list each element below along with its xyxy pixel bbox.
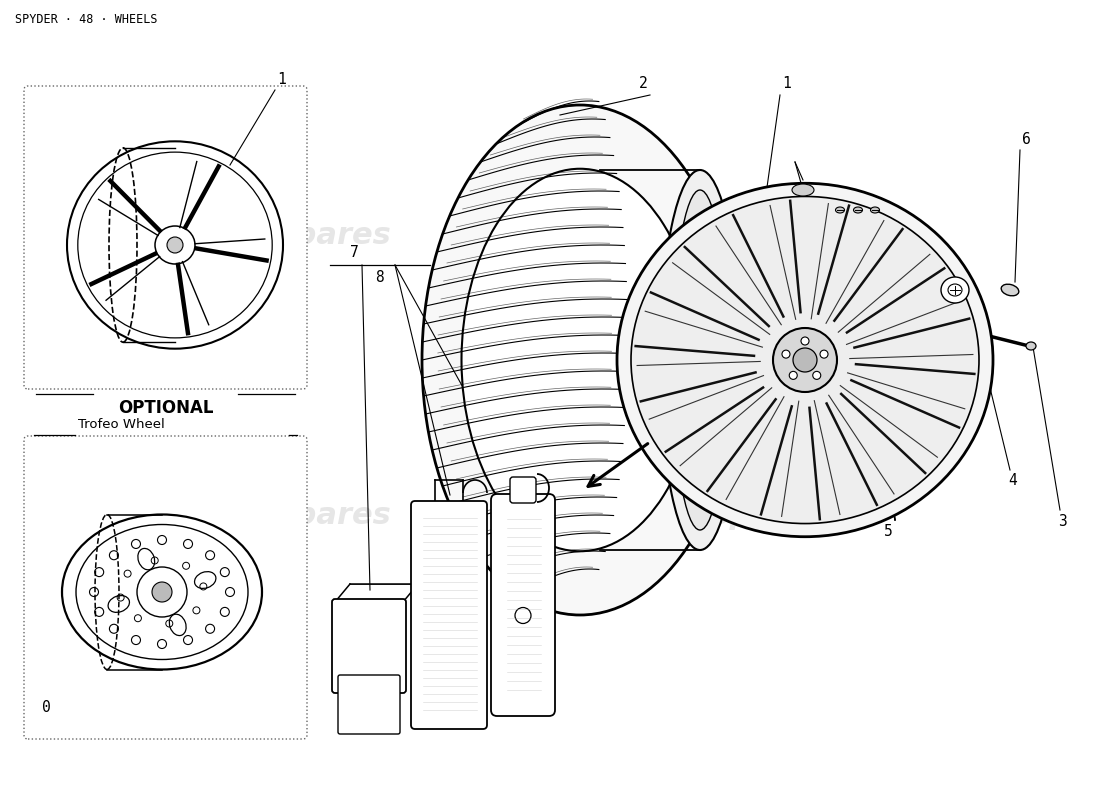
Ellipse shape: [462, 169, 698, 551]
Circle shape: [793, 348, 817, 372]
Circle shape: [167, 237, 183, 253]
Ellipse shape: [672, 190, 727, 530]
Ellipse shape: [792, 184, 814, 196]
Text: eurospares: eurospares: [199, 501, 392, 530]
Text: SPYDER · 48 · WHEELS: SPYDER · 48 · WHEELS: [15, 13, 157, 26]
Text: 1: 1: [782, 76, 791, 91]
FancyBboxPatch shape: [491, 494, 556, 716]
FancyBboxPatch shape: [24, 436, 307, 739]
Text: 5: 5: [884, 524, 893, 539]
Ellipse shape: [660, 170, 740, 550]
Text: 8: 8: [375, 270, 384, 285]
Text: OPTIONAL: OPTIONAL: [118, 399, 213, 417]
Circle shape: [813, 371, 821, 379]
Text: 1: 1: [277, 72, 286, 87]
Text: 0: 0: [42, 700, 51, 715]
Text: eurospares: eurospares: [199, 221, 392, 250]
FancyBboxPatch shape: [510, 477, 536, 503]
Text: eurospares: eurospares: [634, 221, 826, 250]
Ellipse shape: [422, 105, 738, 615]
Ellipse shape: [854, 207, 862, 213]
Circle shape: [801, 337, 808, 345]
Text: 6: 6: [1022, 132, 1031, 147]
Ellipse shape: [940, 277, 969, 303]
Circle shape: [773, 328, 837, 392]
Circle shape: [152, 582, 172, 602]
Text: Trofeo Wheel: Trofeo Wheel: [78, 418, 165, 431]
Text: 2: 2: [639, 76, 648, 91]
Circle shape: [820, 350, 828, 358]
Circle shape: [782, 350, 790, 358]
Text: eurospares: eurospares: [634, 501, 826, 530]
Ellipse shape: [870, 207, 880, 213]
FancyBboxPatch shape: [332, 599, 406, 693]
Ellipse shape: [617, 183, 993, 537]
FancyBboxPatch shape: [338, 675, 400, 734]
Text: 7: 7: [350, 245, 359, 260]
FancyBboxPatch shape: [411, 501, 487, 729]
Ellipse shape: [1001, 284, 1019, 296]
FancyBboxPatch shape: [24, 86, 307, 389]
Ellipse shape: [836, 207, 845, 213]
Ellipse shape: [1026, 342, 1036, 350]
Text: 4: 4: [1008, 473, 1016, 488]
Ellipse shape: [631, 197, 979, 523]
Circle shape: [789, 371, 797, 379]
Text: 3: 3: [1058, 514, 1067, 529]
